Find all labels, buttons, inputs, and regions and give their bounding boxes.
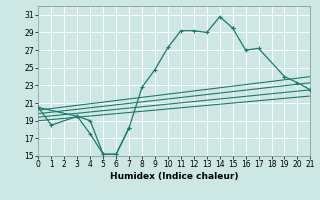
X-axis label: Humidex (Indice chaleur): Humidex (Indice chaleur) — [110, 172, 239, 181]
